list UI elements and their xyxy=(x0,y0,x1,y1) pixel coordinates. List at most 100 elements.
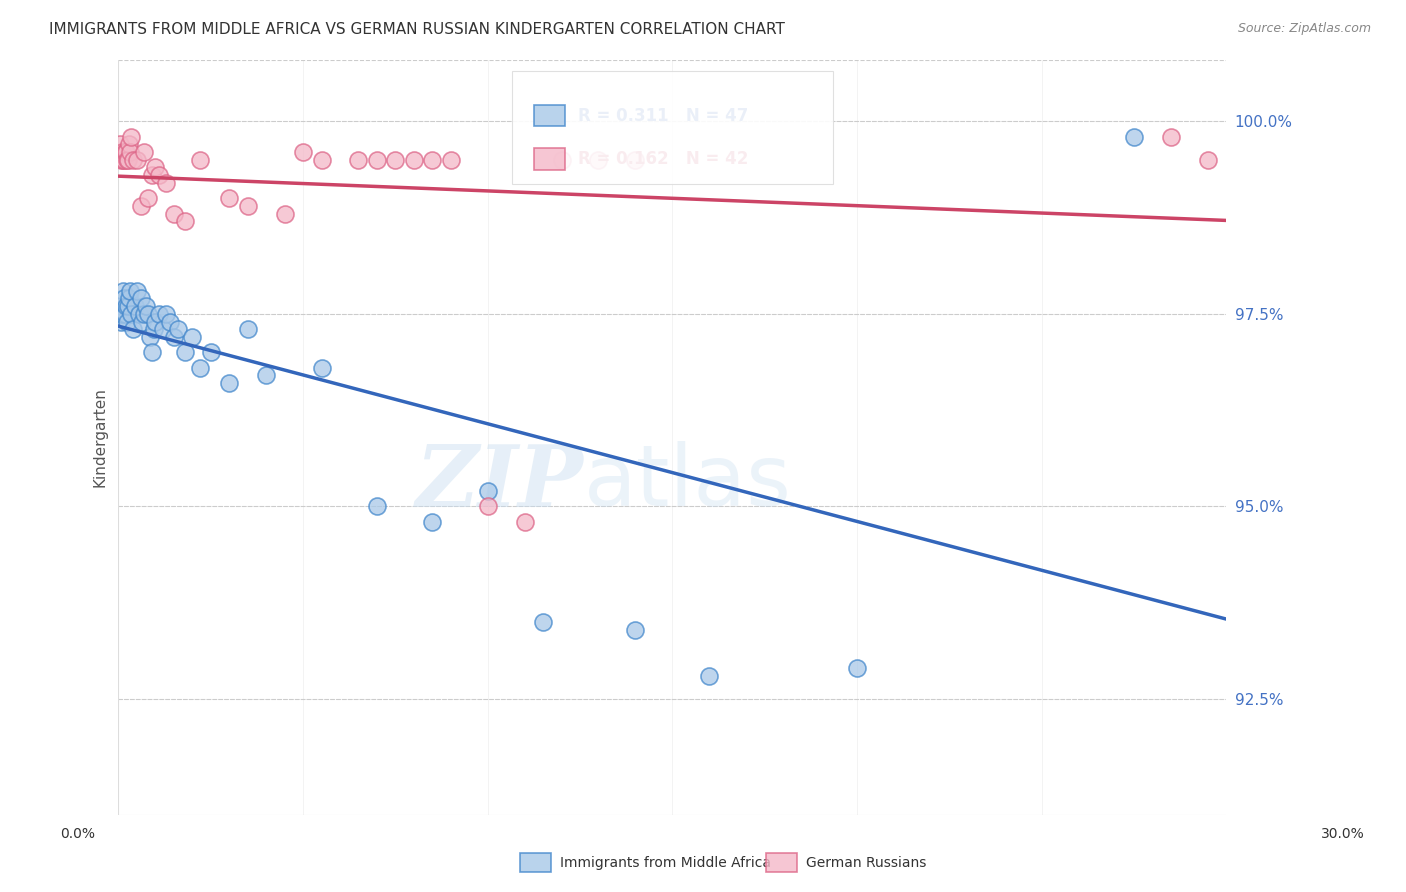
Point xyxy=(115,314,138,328)
Point xyxy=(236,199,259,213)
Point xyxy=(347,153,370,167)
Point xyxy=(141,168,163,182)
Point xyxy=(159,314,181,328)
Point xyxy=(148,168,170,182)
Point xyxy=(118,284,141,298)
Point xyxy=(477,483,499,498)
Point xyxy=(135,299,157,313)
FancyBboxPatch shape xyxy=(512,71,832,184)
Text: 0.0%: 0.0% xyxy=(60,827,94,841)
Point xyxy=(118,145,141,159)
Point xyxy=(139,330,162,344)
Point xyxy=(846,661,869,675)
Point xyxy=(111,145,134,159)
Point xyxy=(136,307,159,321)
Point xyxy=(110,137,132,152)
Point xyxy=(254,368,277,383)
Point xyxy=(440,153,463,167)
Point xyxy=(125,153,148,167)
Point xyxy=(384,153,406,167)
Point xyxy=(311,153,333,167)
Point xyxy=(145,161,167,175)
Point xyxy=(273,207,295,221)
Y-axis label: Kindergarten: Kindergarten xyxy=(93,387,107,487)
Point xyxy=(134,145,156,159)
Point xyxy=(145,314,167,328)
Point xyxy=(624,153,647,167)
Point xyxy=(155,307,177,321)
Point xyxy=(420,515,443,529)
Point xyxy=(136,191,159,205)
Point xyxy=(188,153,211,167)
Text: IMMIGRANTS FROM MIDDLE AFRICA VS GERMAN RUSSIAN KINDERGARTEN CORRELATION CHART: IMMIGRANTS FROM MIDDLE AFRICA VS GERMAN … xyxy=(49,22,785,37)
Point xyxy=(120,129,142,144)
Point xyxy=(218,376,240,391)
Point xyxy=(366,500,388,514)
Point xyxy=(118,292,141,306)
Point xyxy=(697,669,720,683)
Point xyxy=(129,199,152,213)
Point xyxy=(114,145,136,159)
Point xyxy=(117,299,139,313)
Point xyxy=(513,515,536,529)
Point xyxy=(1160,129,1182,144)
FancyBboxPatch shape xyxy=(534,105,565,127)
Point xyxy=(128,307,150,321)
Point xyxy=(110,153,132,167)
Point xyxy=(148,307,170,321)
Text: German Russians: German Russians xyxy=(806,855,927,870)
FancyBboxPatch shape xyxy=(534,148,565,169)
Point xyxy=(163,330,186,344)
Point xyxy=(152,322,174,336)
Point xyxy=(181,330,204,344)
Point xyxy=(1197,153,1219,167)
Point xyxy=(402,153,425,167)
Point xyxy=(311,360,333,375)
Point xyxy=(114,145,136,159)
Point xyxy=(114,307,136,321)
Text: Source: ZipAtlas.com: Source: ZipAtlas.com xyxy=(1237,22,1371,36)
Point xyxy=(112,292,135,306)
Point xyxy=(200,345,222,359)
Point xyxy=(114,299,136,313)
Point xyxy=(112,153,135,167)
Point xyxy=(166,322,188,336)
Point xyxy=(118,137,141,152)
Point xyxy=(110,314,132,328)
Point xyxy=(174,345,197,359)
Point xyxy=(292,145,315,159)
Point xyxy=(141,345,163,359)
Point xyxy=(155,176,177,190)
Point xyxy=(122,153,145,167)
Point xyxy=(163,207,186,221)
Point xyxy=(1122,129,1144,144)
Point xyxy=(110,299,132,313)
Point xyxy=(588,153,610,167)
Point xyxy=(125,284,148,298)
Point xyxy=(111,284,134,298)
Point xyxy=(120,307,142,321)
Text: atlas: atlas xyxy=(583,441,792,524)
Point xyxy=(115,153,138,167)
Point xyxy=(131,314,153,328)
Point xyxy=(124,299,146,313)
Point xyxy=(624,623,647,637)
Point xyxy=(117,153,139,167)
Point xyxy=(236,322,259,336)
Point xyxy=(111,153,134,167)
Point xyxy=(366,153,388,167)
Point xyxy=(129,292,152,306)
Text: ZIP: ZIP xyxy=(416,441,583,524)
Point xyxy=(218,191,240,205)
Point xyxy=(531,615,554,629)
Point xyxy=(188,360,211,375)
Point xyxy=(550,153,572,167)
Point xyxy=(174,214,197,228)
Point xyxy=(134,307,156,321)
Text: 30.0%: 30.0% xyxy=(1320,827,1365,841)
Point xyxy=(122,322,145,336)
Point xyxy=(420,153,443,167)
Text: R = 0.311   N = 47: R = 0.311 N = 47 xyxy=(578,107,748,125)
Point xyxy=(477,500,499,514)
Text: Immigrants from Middle Africa: Immigrants from Middle Africa xyxy=(560,855,770,870)
